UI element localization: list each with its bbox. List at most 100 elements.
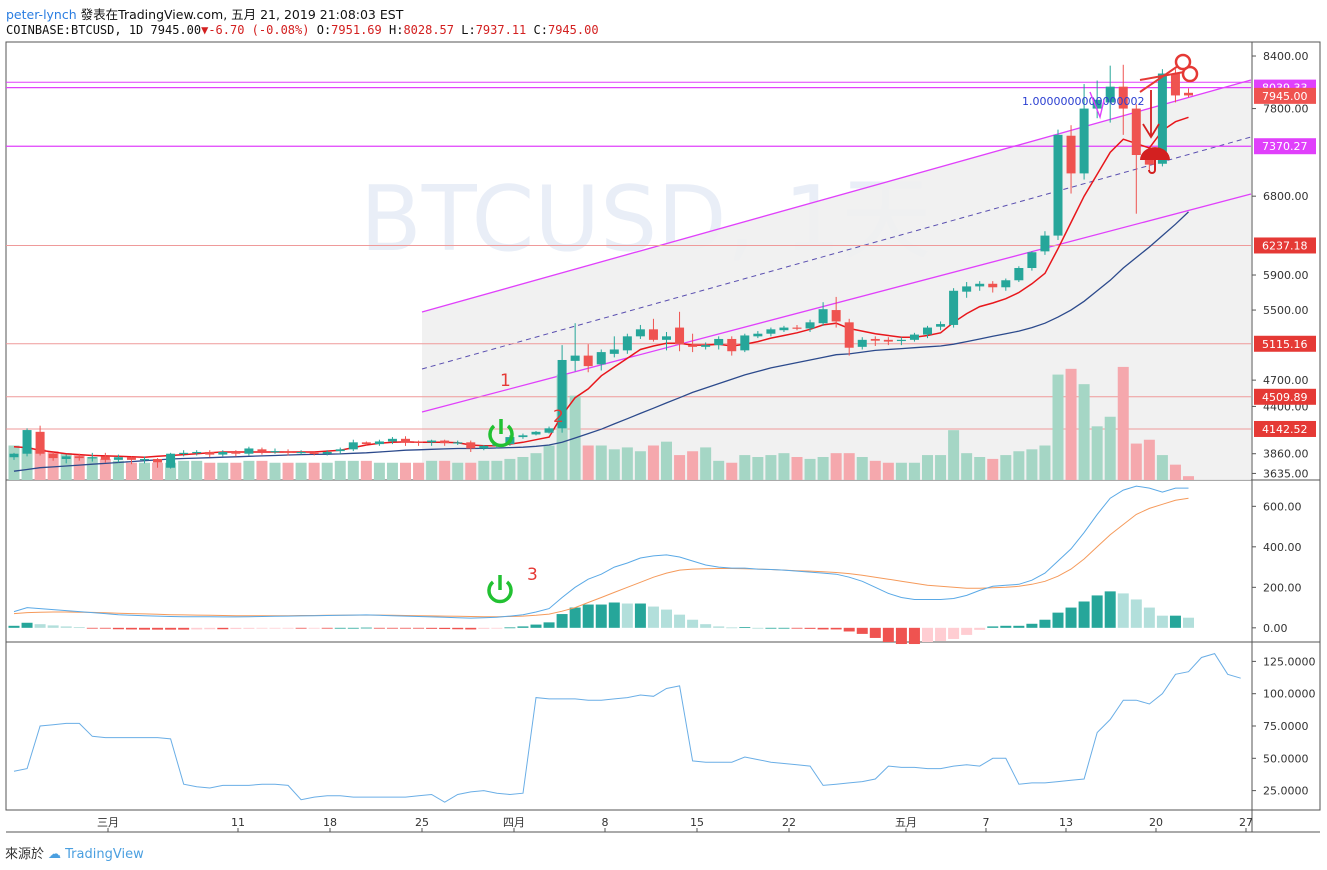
time-tick-label: 13 [1059, 816, 1073, 829]
volume-bar [204, 462, 216, 480]
macd-histogram-bar [282, 627, 294, 629]
volume-bar [504, 458, 516, 480]
open-value: 7951.69 [331, 23, 382, 37]
source-label: 來源於 [5, 847, 45, 862]
candle-body [1014, 268, 1024, 281]
volume-bar [400, 462, 411, 480]
candle-body [87, 457, 97, 459]
candle-body [753, 333, 763, 337]
candle [740, 333, 750, 353]
macd-histogram-bar [922, 627, 933, 642]
volume-bar [987, 458, 999, 480]
macd-histogram-bar [178, 627, 190, 630]
volume-bar [582, 445, 594, 480]
chart-frame [5, 41, 1321, 811]
annotation-3: 3 [527, 565, 538, 585]
volume-bar [8, 445, 20, 480]
volume-bar [125, 462, 137, 480]
tradingview-logo[interactable]: ☁ TradingView [48, 847, 144, 862]
macd-histogram-bar [752, 627, 764, 629]
low-value: 7937.11 [475, 23, 527, 37]
candle-body [296, 451, 306, 454]
volume-bar [386, 462, 398, 480]
candle [805, 319, 815, 332]
candle-body [714, 338, 724, 346]
macd-histogram-bar [713, 626, 725, 628]
candle [35, 425, 45, 456]
volume-bar [373, 462, 385, 480]
macd-histogram-bar [139, 627, 150, 630]
candle-body [257, 449, 267, 452]
candle-body [844, 322, 854, 348]
candle [1066, 125, 1076, 194]
price-tick-label: 3635.00 [1263, 467, 1309, 480]
price-tag [1254, 237, 1316, 254]
volume-bar [843, 453, 855, 480]
candle [1040, 231, 1050, 255]
candle-body [231, 451, 241, 454]
low-label: L: [461, 23, 476, 37]
volume-bar [739, 455, 751, 480]
macd-histogram-bar [386, 627, 398, 629]
candle-body [727, 338, 737, 352]
candle-body [1027, 252, 1037, 269]
volume-bar [726, 462, 738, 480]
candle-body [583, 355, 593, 367]
high-label: H: [388, 23, 404, 37]
volume-bar [1052, 374, 1064, 480]
volume-bar [595, 445, 607, 480]
candle [231, 450, 241, 457]
macd-histogram-bar [726, 627, 738, 629]
candle [414, 440, 424, 446]
candle [609, 336, 619, 358]
volume-bar [1183, 476, 1194, 480]
annotation-1: 1 [500, 371, 511, 391]
candle [401, 436, 410, 446]
volume-bar [439, 460, 451, 480]
candle [205, 450, 215, 458]
macd-histogram-bar [152, 627, 164, 630]
candle-body [883, 339, 893, 342]
volume-bar [243, 460, 255, 480]
macd-histogram-bar [256, 627, 268, 629]
candle-body [309, 452, 319, 455]
candle-body [923, 327, 932, 335]
candle-body [374, 441, 384, 445]
volume-bar [543, 445, 555, 480]
candle [557, 345, 567, 433]
power-icon [487, 575, 513, 604]
macd-histogram-bar [86, 627, 98, 629]
candle-body [544, 428, 554, 433]
candle-body [283, 451, 293, 453]
candle-body [1118, 86, 1128, 109]
candle [9, 452, 19, 460]
candle [1079, 84, 1089, 180]
candle [896, 337, 906, 346]
candle [296, 450, 306, 455]
volume-bar [347, 460, 359, 480]
macd-histogram-bar [321, 627, 333, 629]
volume-bar [321, 462, 333, 480]
candle [766, 327, 776, 337]
author-link[interactable]: peter-lynch [6, 7, 77, 22]
power-icon-ring [488, 424, 514, 448]
candle-body [1066, 135, 1076, 174]
macd-histogram-bar [961, 627, 973, 635]
candle-body [270, 451, 280, 453]
candle [61, 454, 71, 464]
candle-body [648, 329, 658, 340]
osc-tick-label: 25.0000 [1263, 785, 1309, 798]
volume-bar [517, 457, 529, 480]
time-tick-label: 7 [983, 816, 990, 829]
candle [1053, 129, 1063, 240]
macd-histogram-bar [400, 627, 411, 629]
macd-histogram-bar [360, 627, 372, 629]
macd-histogram-bar [556, 614, 568, 628]
time-tick-label: 五月 [895, 816, 917, 829]
candle [48, 451, 58, 461]
candle-body [414, 441, 424, 443]
candle-body [48, 453, 58, 459]
volume-bar [778, 453, 790, 480]
volume-bar [152, 462, 164, 480]
